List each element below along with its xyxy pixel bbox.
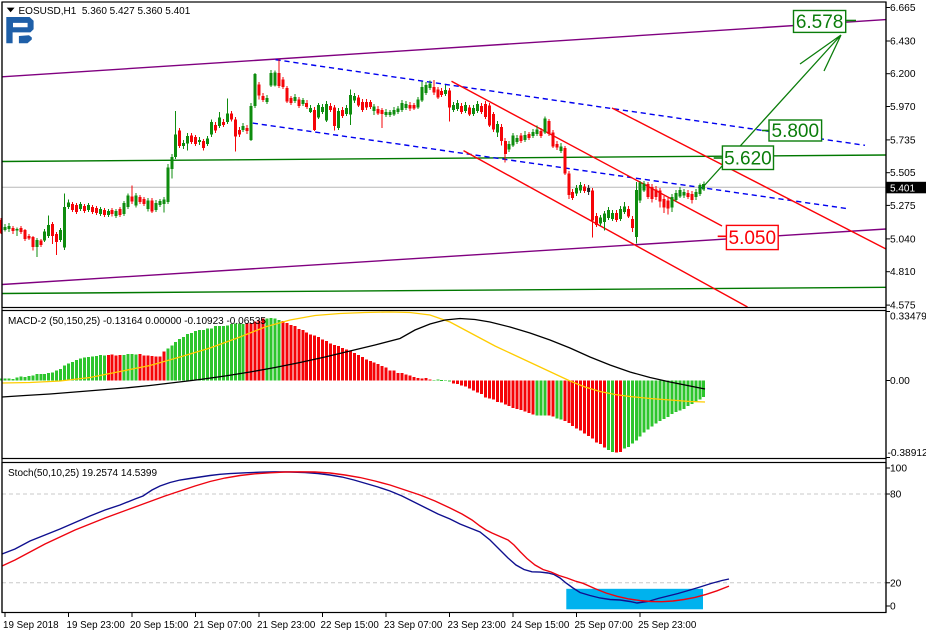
svg-text:21 Sep 23:00: 21 Sep 23:00 xyxy=(257,620,316,631)
svg-text:25 Sep 07:00: 25 Sep 07:00 xyxy=(575,620,634,631)
svg-text:-0.38912: -0.38912 xyxy=(888,448,926,459)
svg-text:4.575: 4.575 xyxy=(890,301,916,312)
svg-text:24 Sep 15:00: 24 Sep 15:00 xyxy=(511,620,570,631)
svg-text:20: 20 xyxy=(890,578,902,589)
svg-text:23 Sep 23:00: 23 Sep 23:00 xyxy=(448,620,507,631)
svg-text:25 Sep 23:00: 25 Sep 23:00 xyxy=(638,620,697,631)
svg-text:Stoch(50,10,25) 19.2574 14.539: Stoch(50,10,25) 19.2574 14.5399 xyxy=(8,468,157,479)
svg-text:6.200: 6.200 xyxy=(890,69,916,80)
svg-text:MACD-2 (50,150,25) -0.13164 0.: MACD-2 (50,150,25) -0.13164 0.00000 -0.1… xyxy=(8,316,266,327)
svg-text:80: 80 xyxy=(890,490,902,501)
svg-text:5.040: 5.040 xyxy=(890,234,916,245)
svg-text:5.970: 5.970 xyxy=(890,102,916,113)
svg-text:20 Sep 15:00: 20 Sep 15:00 xyxy=(130,620,189,631)
svg-text:4.810: 4.810 xyxy=(890,267,916,278)
svg-text:19 Sep 2018: 19 Sep 2018 xyxy=(3,620,59,631)
svg-text:5.735: 5.735 xyxy=(890,135,916,146)
svg-text:6.665: 6.665 xyxy=(890,3,916,14)
svg-text:19 Sep 23:00: 19 Sep 23:00 xyxy=(67,620,126,631)
svg-text:5.275: 5.275 xyxy=(890,201,916,212)
svg-text:5.050: 5.050 xyxy=(729,228,777,249)
svg-text:21 Sep 07:00: 21 Sep 07:00 xyxy=(194,620,253,631)
svg-text:EOSUSD,H1 5.360 5.427 5.360 5: EOSUSD,H1 5.360 5.427 5.360 5.401 xyxy=(19,6,191,17)
svg-text:100: 100 xyxy=(890,464,907,475)
svg-text:6.578: 6.578 xyxy=(796,12,844,33)
svg-text:5.401: 5.401 xyxy=(890,183,915,194)
svg-text:0.00: 0.00 xyxy=(890,376,910,387)
svg-text:23 Sep 07:00: 23 Sep 07:00 xyxy=(384,620,443,631)
svg-text:5.800: 5.800 xyxy=(772,121,820,142)
svg-text:0.33479: 0.33479 xyxy=(890,312,926,323)
svg-text:5.620: 5.620 xyxy=(724,148,772,169)
svg-text:6.430: 6.430 xyxy=(890,37,916,48)
svg-text:0: 0 xyxy=(890,602,896,613)
svg-text:5.505: 5.505 xyxy=(890,168,916,179)
svg-text:22 Sep 15:00: 22 Sep 15:00 xyxy=(321,620,380,631)
